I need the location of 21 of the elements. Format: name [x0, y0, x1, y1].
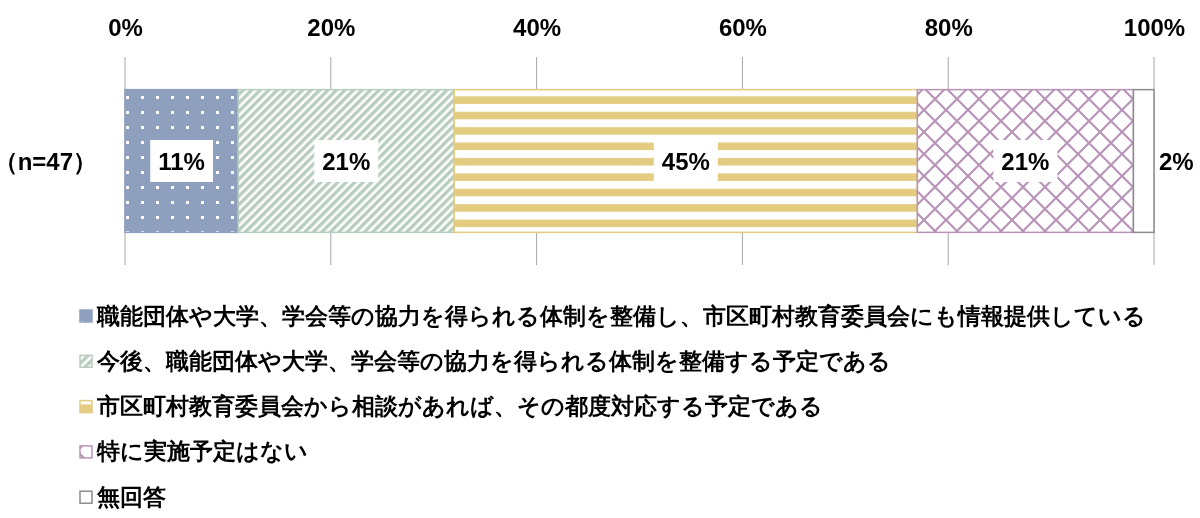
legend-label: 職能団体や大学、学会等の協力を得られる体制を整備し、市区町村教育委員会にも情報提供している [96, 302, 1146, 329]
data-label: 2% [1159, 147, 1194, 175]
legend-label: 市区町村教育委員会から相談があれば、その都度対応する予定である [96, 393, 823, 420]
x-tick-label: 0% [108, 14, 143, 42]
x-tick-label: 60% [718, 14, 767, 42]
legend-label: 特に実施予定はない [96, 438, 308, 465]
data-label: 21% [322, 147, 371, 175]
x-tick-label: 40% [513, 14, 562, 42]
bar [916, 88, 1135, 234]
x-tick-label: 20% [307, 14, 356, 42]
bar [453, 88, 919, 234]
data-label: 11% [158, 147, 205, 175]
legend-label: 無回答 [96, 484, 166, 510]
x-tick-label: 100% [1123, 14, 1186, 42]
bar [1132, 88, 1155, 234]
x-tick-label: 80% [924, 14, 973, 42]
y-tick-label: （n=47） [0, 147, 97, 175]
data-label: 45% [661, 147, 710, 175]
data-label: 21% [1001, 147, 1050, 175]
bar [237, 88, 456, 234]
legend-label: 今後、職能団体や大学、学会等の協力を得られる体制を整備する予定である [96, 347, 891, 374]
